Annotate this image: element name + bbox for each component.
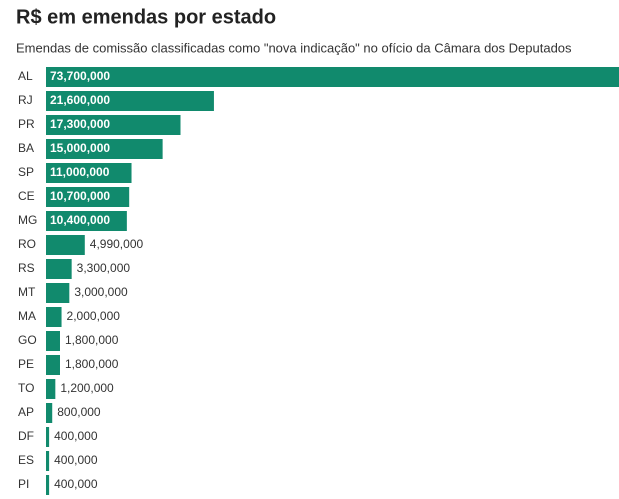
category-label: MT (18, 285, 36, 299)
value-label: 17,300,000 (50, 117, 110, 131)
bar (46, 475, 50, 495)
category-label: PI (18, 477, 29, 491)
value-label: 1,800,000 (65, 357, 119, 371)
category-label: RO (18, 237, 36, 251)
value-label: 2,000,000 (67, 309, 121, 323)
value-label: 1,800,000 (65, 333, 119, 347)
bar (46, 163, 132, 183)
category-label: MA (18, 309, 36, 323)
category-label: SP (18, 165, 34, 179)
bar (46, 427, 50, 447)
bar (46, 331, 60, 351)
category-label: BA (18, 141, 34, 155)
value-label: 800,000 (57, 405, 101, 419)
bar (46, 115, 181, 135)
category-label: PR (18, 117, 35, 131)
bar (46, 403, 53, 423)
chart-subtitle: Emendas de comissão classificadas como "… (16, 40, 572, 55)
bar (46, 67, 619, 87)
bar (46, 259, 72, 279)
bar (46, 379, 56, 399)
category-label: TO (18, 381, 34, 395)
category-label: PE (18, 357, 34, 371)
bar (46, 283, 70, 303)
bar (46, 139, 163, 159)
category-label: AL (18, 69, 33, 83)
value-label: 10,700,000 (50, 189, 110, 203)
bar (46, 355, 60, 375)
value-label: 1,200,000 (60, 381, 114, 395)
category-label: DF (18, 429, 34, 443)
value-label: 3,000,000 (74, 285, 128, 299)
category-label: AP (18, 405, 34, 419)
value-label: 400,000 (54, 429, 98, 443)
bar (46, 451, 50, 471)
value-label: 400,000 (54, 477, 98, 491)
bar (46, 91, 214, 111)
value-label: 3,300,000 (77, 261, 131, 275)
category-label: MG (18, 213, 37, 227)
category-label: ES (18, 453, 34, 467)
bar (46, 235, 85, 255)
value-label: 10,400,000 (50, 213, 110, 227)
category-label: CE (18, 189, 35, 203)
value-label: 15,000,000 (50, 141, 110, 155)
bar (46, 187, 130, 207)
value-label: 11,000,000 (50, 165, 110, 179)
chart-title: R$ em emendas por estado (16, 6, 276, 28)
bar (46, 211, 127, 231)
category-label: GO (18, 333, 37, 347)
bar (46, 307, 62, 327)
category-label: RJ (18, 93, 33, 107)
value-label: 21,600,000 (50, 93, 110, 107)
value-label: 400,000 (54, 453, 98, 467)
value-label: 73,700,000 (50, 69, 110, 83)
category-label: RS (18, 261, 35, 275)
value-label: 4,990,000 (90, 237, 144, 251)
